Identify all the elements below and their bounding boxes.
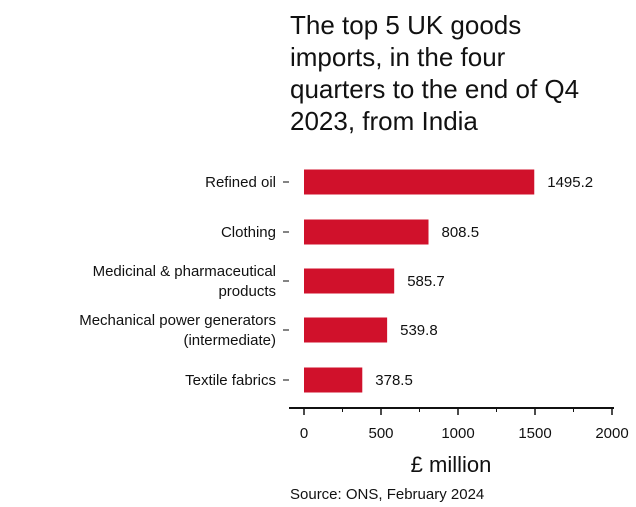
category-label-1: Refined oil <box>205 174 276 191</box>
category-label-3-line-2: products <box>218 283 276 300</box>
category-label-3-line-1: Medicinal & pharmaceutical <box>93 263 276 280</box>
x-tick-label-0: 0 <box>300 425 308 442</box>
source-note: Source: ONS, February 2024 <box>290 486 485 503</box>
category-label-4-line-2: (intermediate) <box>183 332 276 349</box>
bar-value-label-5: 378.5 <box>375 372 413 389</box>
bar-value-label-3: 585.7 <box>407 273 445 290</box>
chart-title-line-1: The top 5 UK goods <box>290 10 522 40</box>
bar-value-label-1: 1495.2 <box>547 174 593 191</box>
chart-title-line-3: quarters to the end of Q4 <box>290 74 580 104</box>
bar-3 <box>304 268 395 294</box>
category-label-5: Textile fabrics <box>185 372 276 389</box>
bar-1 <box>304 169 535 195</box>
chart-title-line-2: imports, in the four <box>290 42 506 72</box>
x-tick-label-500: 500 <box>368 425 393 442</box>
bar-5 <box>304 367 363 393</box>
category-label-4-line-1: Mechanical power generators <box>79 312 276 329</box>
x-axis-title: £ million <box>411 452 492 477</box>
chart-title-line-4: 2023, from India <box>290 106 478 136</box>
bar-2 <box>304 219 429 245</box>
x-tick-label-1000: 1000 <box>441 425 474 442</box>
bar-value-label-4: 539.8 <box>400 322 438 339</box>
category-label-2: Clothing <box>221 224 276 241</box>
bar-value-label-2: 808.5 <box>442 224 480 241</box>
bar-4 <box>304 317 388 343</box>
x-tick-label-1500: 1500 <box>518 425 551 442</box>
x-tick-label-2000: 2000 <box>595 425 628 442</box>
bar-chart: 1495.2 Refined oil 808.5 Clothing 585.7 Medic… <box>79 169 629 477</box>
